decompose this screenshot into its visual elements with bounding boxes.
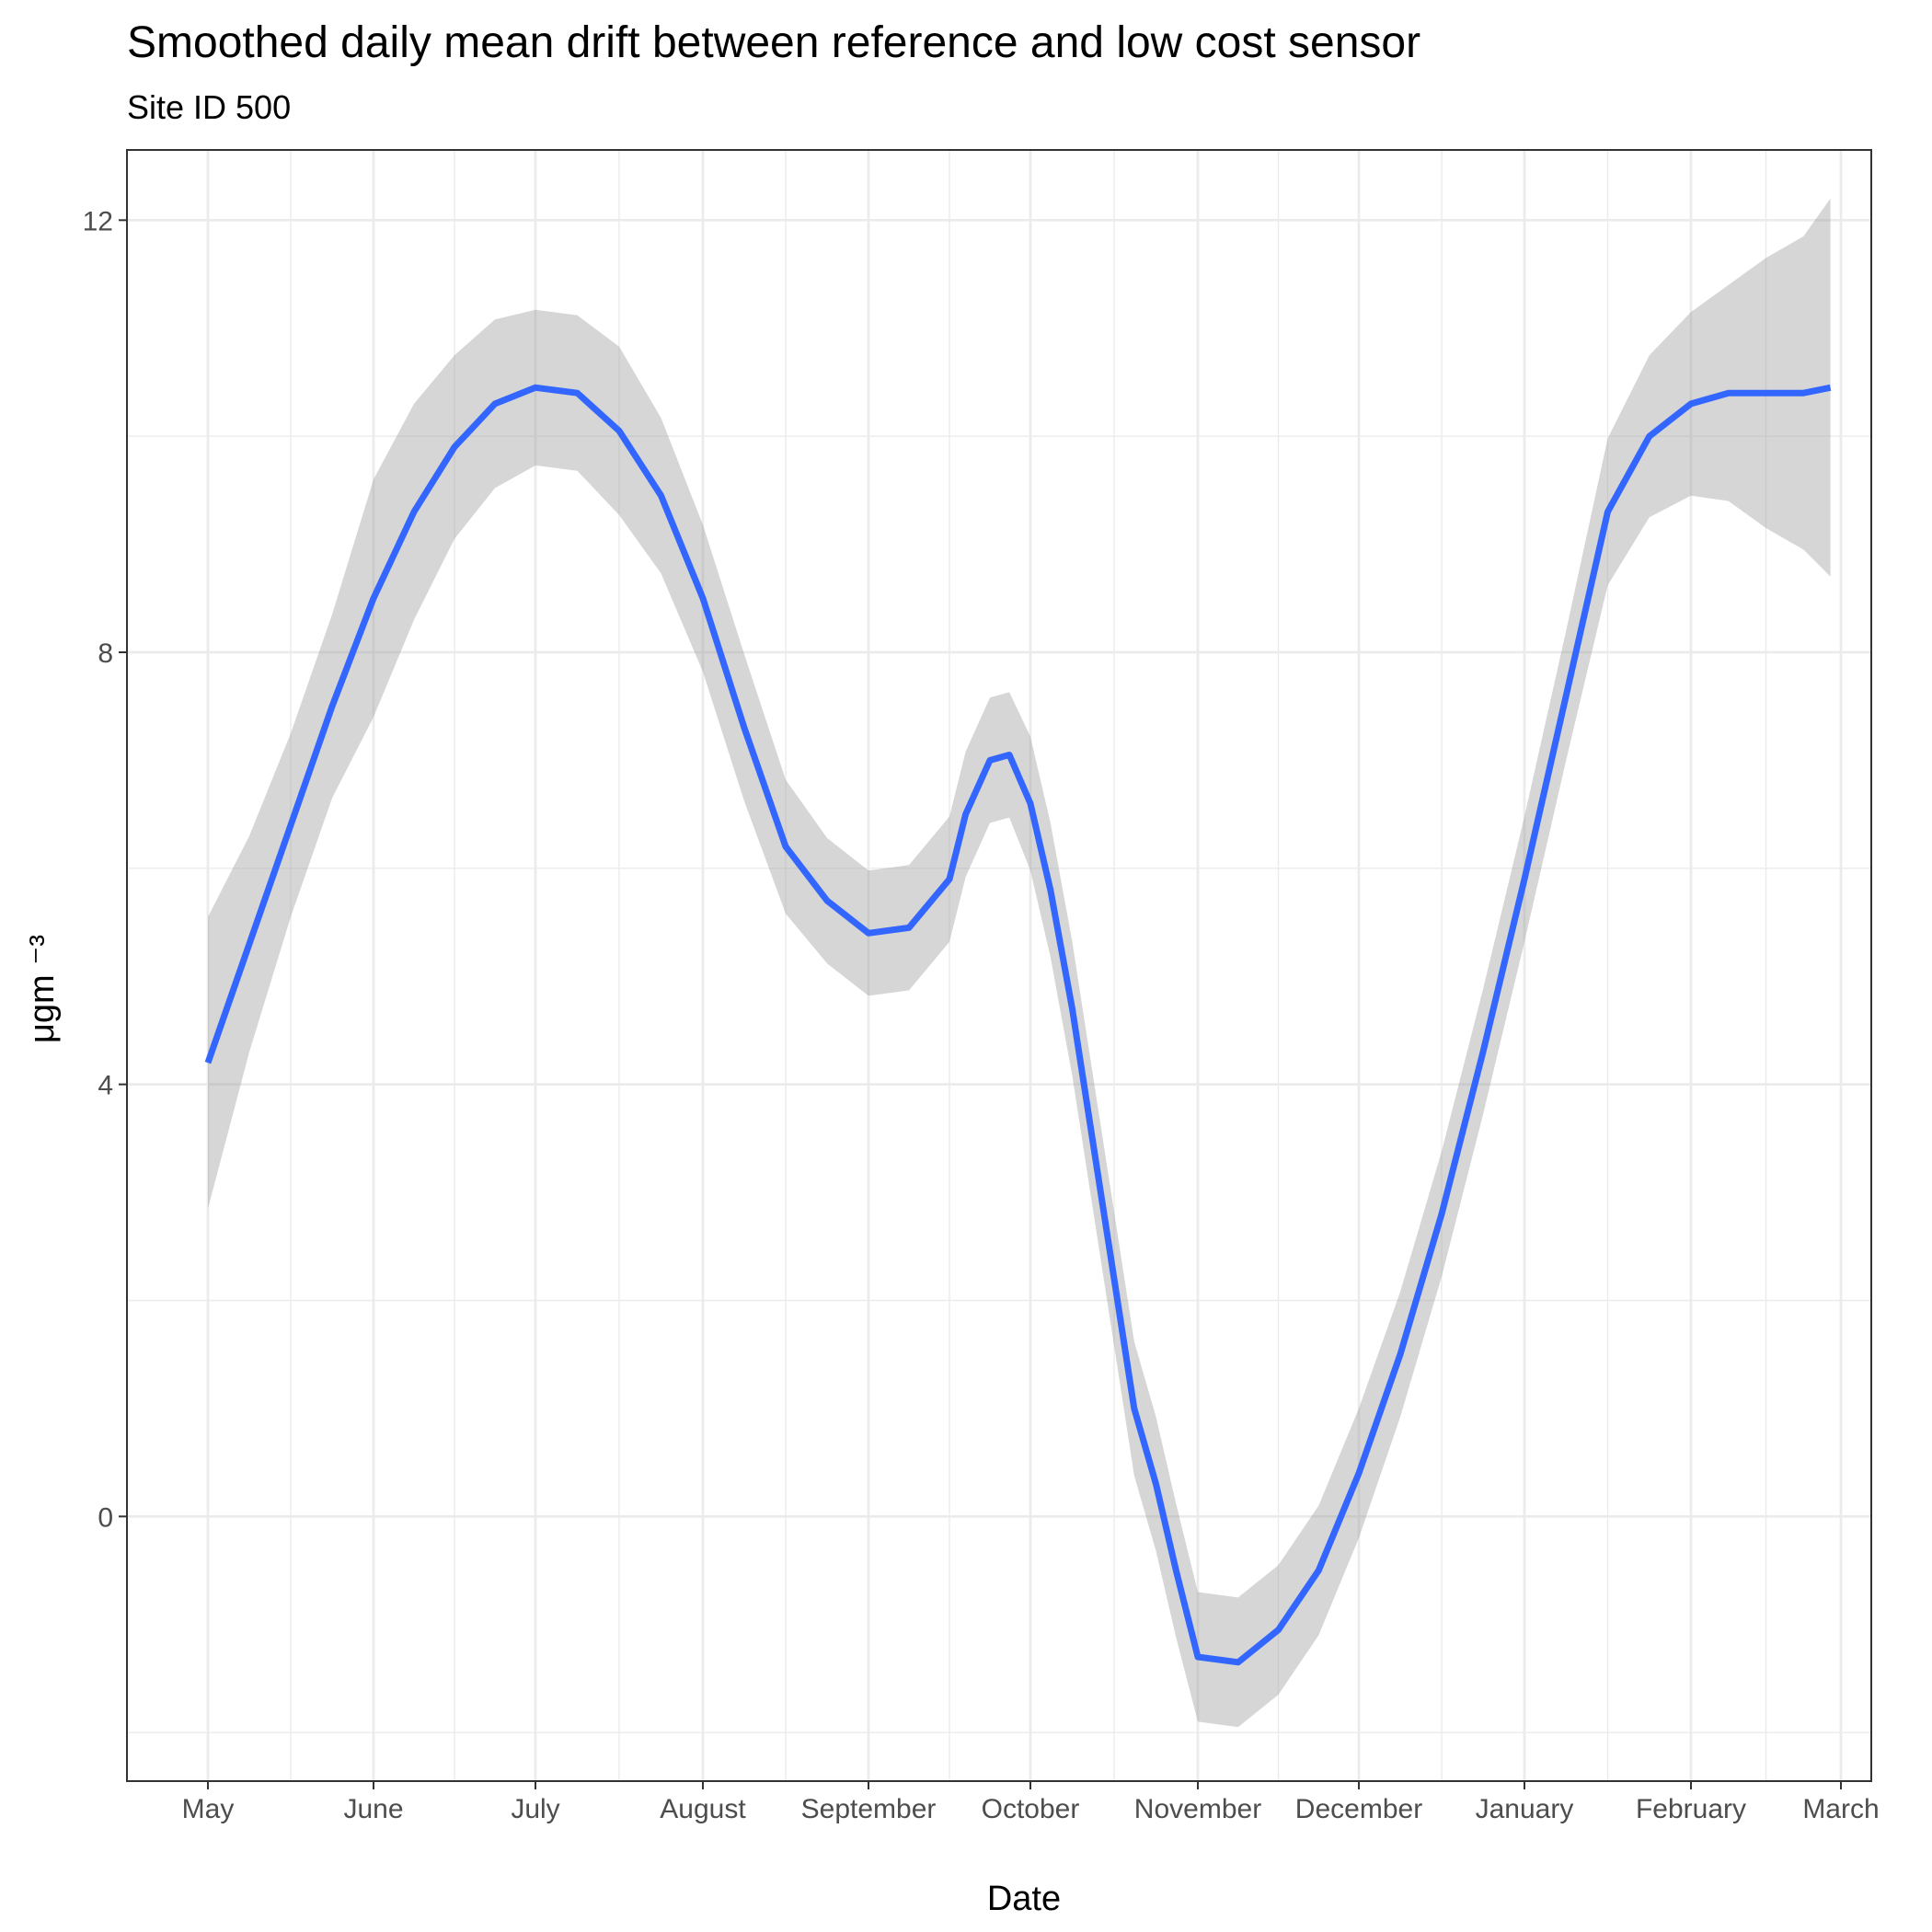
x-tick-label: September (801, 1794, 937, 1824)
panel-border (126, 149, 1872, 1782)
y-tick-label: 12 (83, 206, 113, 236)
x-tick-label: December (1295, 1794, 1422, 1824)
smoothed-drift-line (204, 384, 1832, 1666)
y-axis: 0 4 8 12 (83, 206, 127, 1533)
x-tick-label: February (1636, 1794, 1746, 1824)
smoothed-line-layer (204, 384, 1832, 1666)
confidence-ribbon (208, 198, 1831, 1728)
y-axis-title: μgm ⁻³ (23, 935, 62, 1043)
major-grid (127, 150, 1871, 1781)
x-tick-label: November (1134, 1794, 1261, 1824)
confidence-ribbon-layer (208, 198, 1831, 1728)
x-tick-label: January (1476, 1794, 1574, 1824)
x-axis-title: Date (987, 1880, 1061, 1918)
x-axis: May June July August September October Novembe… (182, 1781, 1880, 1824)
y-tick-label: 8 (98, 638, 113, 669)
x-tick-label: July (511, 1794, 559, 1824)
x-tick-label: October (982, 1794, 1080, 1824)
x-tick-label: August (660, 1794, 746, 1824)
x-tick-label: March (1802, 1794, 1879, 1824)
x-tick-label: June (343, 1794, 403, 1824)
chart-subtitle: Site ID 500 (127, 88, 291, 126)
y-tick-label: 0 (98, 1502, 113, 1533)
y-tick-label: 4 (98, 1071, 113, 1101)
chart-title: Smoothed daily mean drift between refere… (127, 18, 1420, 67)
minor-grid (127, 150, 1871, 1781)
x-tick-label: May (182, 1794, 235, 1824)
